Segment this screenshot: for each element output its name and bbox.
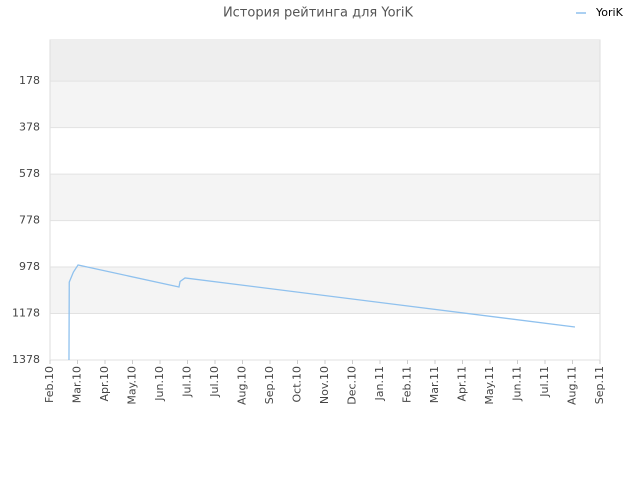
x-tick-label: Dec.10 — [346, 366, 359, 405]
y-tick-label: 578 — [19, 167, 40, 180]
band — [50, 40, 600, 82]
band — [50, 127, 600, 175]
x-tick-label: Jan.11 — [373, 366, 386, 401]
x-tick-label: Mar.10 — [71, 366, 84, 403]
x-tick-label: Mar.11 — [428, 366, 441, 403]
chart-title: История рейтинга для YoriK — [223, 6, 414, 21]
y-tick-label: 978 — [19, 260, 40, 273]
x-tick-label: Oct.10 — [291, 366, 304, 403]
x-tick-label: Aug.11 — [566, 366, 579, 405]
x-tick-label: Feb.11 — [401, 366, 414, 403]
band — [50, 313, 600, 360]
x-tick-label: Sep.10 — [263, 366, 276, 404]
x-tick-label: Sep.11 — [593, 366, 606, 404]
band — [50, 220, 600, 268]
x-tick-label: Jun.10 — [153, 366, 166, 402]
y-tick-label: 378 — [19, 121, 40, 134]
y-tick-label: 178 — [19, 74, 40, 87]
x-tick-label: Aug.10 — [236, 366, 249, 405]
x-tick-label: Jul.10 — [181, 366, 194, 398]
legend-label: YoriK — [595, 6, 624, 19]
line — [68, 264, 576, 361]
band — [50, 267, 600, 314]
x-tick-label: Jul.11 — [538, 366, 551, 398]
x-tick-label: Jul.10 — [208, 366, 221, 398]
y-tick-label: 1178 — [12, 307, 40, 320]
y-tick-label: 778 — [19, 214, 40, 227]
x-tick-label: May.11 — [483, 366, 496, 405]
band — [50, 81, 600, 128]
band — [50, 174, 600, 221]
y-tick-label: 1378 — [12, 353, 40, 366]
x-tick-label: Apr.11 — [456, 366, 469, 402]
x-tick-label: Nov.10 — [318, 366, 331, 404]
x-tick-label: Feb.10 — [43, 366, 56, 403]
x-tick-label: May.10 — [126, 366, 139, 405]
x-tick-label: Apr.10 — [98, 366, 111, 402]
x-tick-label: Jun.11 — [511, 366, 524, 402]
